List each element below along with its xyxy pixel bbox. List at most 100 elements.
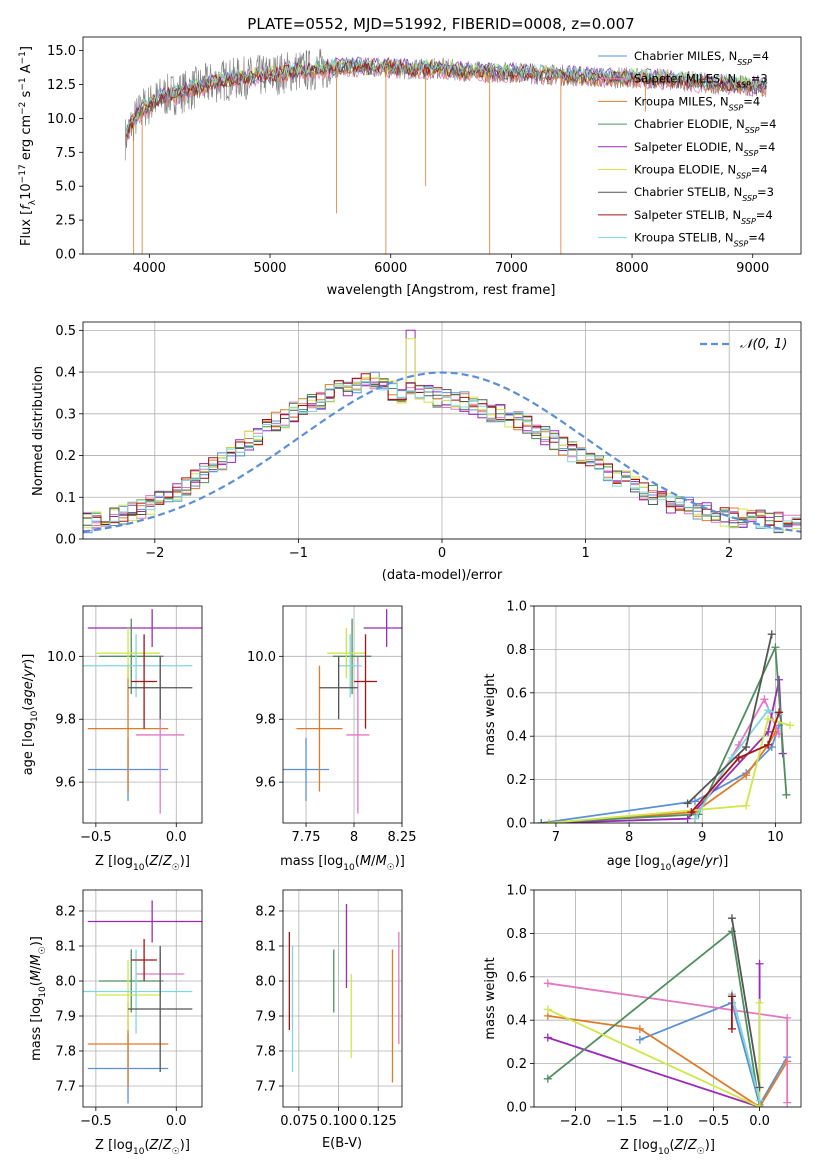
y-tick-label: 5.0	[55, 180, 76, 195]
weight-marker	[775, 708, 784, 717]
axes-frame	[533, 605, 802, 824]
panel-mass_vs_Z: −0.5 0.0 7.7 7.8 7.9 8.0 8.1 8.2 Z [log10(Z/Z☉)]…	[29, 889, 203, 1157]
y-tick-label: 7.8	[55, 1045, 76, 1060]
x-tick-label: 9	[698, 830, 706, 845]
plot-area	[283, 609, 402, 814]
y-tick-label: 7.9	[255, 1010, 276, 1025]
weight-marker	[543, 1033, 552, 1042]
y-tick-label: 0.0	[506, 817, 527, 832]
x-tick-label: 6000	[374, 261, 407, 276]
x-axis-label: mass [log10(M/M☉)]	[280, 854, 405, 873]
x-tick-label: 8	[350, 830, 358, 845]
y-tick-label: 0.4	[55, 366, 76, 381]
x-tick-label: 8	[625, 830, 633, 845]
weight-line-4	[541, 646, 788, 823]
y-tick-label: 10.0	[47, 112, 76, 127]
y-axis-label: mass weight	[483, 673, 498, 755]
weight-marker	[764, 740, 773, 749]
axes-frame	[82, 36, 802, 255]
x-axis-label: Z [log10(Z/Z☉)]	[620, 1138, 715, 1157]
panel-age_vs_mass: 7.75 8 8.25 9.6 9.8 10.0 mass [log10(M/M☉)]	[247, 605, 417, 873]
weight-marker	[771, 643, 780, 652]
panel-mass_vs_ebv: 0.075 0.100 0.125 7.7 7.8 7.9 8.0 8.1 8.2 E(B-V)	[255, 889, 403, 1151]
x-axis-label: age [log10(age/yr)]	[607, 854, 729, 873]
y-tick-label: 7.7	[255, 1080, 276, 1095]
x-axis-label: Z [log10(Z/Z☉)]	[95, 854, 190, 873]
panel-age_vs_Z: −0.5 0.0 9.6 9.8 10.0 Z [log10(Z/Z☉)] age [log…	[21, 605, 203, 873]
weight-marker	[755, 998, 764, 1007]
y-tick-label: 2.5	[55, 214, 76, 229]
panel-weight_vs_Z: −2.0 −1.5 −1.0 −0.5 0.0 0.0 0.2 0.4 0.6 0.8 1.0 Z […	[483, 884, 802, 1157]
weight-line-6	[731, 993, 761, 1101]
x-tick-label: 0.125	[360, 1114, 397, 1129]
weight-line-7	[731, 918, 761, 1088]
x-tick-label: −1.0	[652, 1114, 684, 1129]
y-tick-label: 9.6	[255, 776, 276, 791]
weight-marker	[786, 721, 795, 730]
panel-weight_vs_age: 7 8 9 10 0.0 0.2 0.4 0.6 0.8 1.0 age [log10(age/yr…	[483, 600, 802, 873]
y-tick-label: 0.8	[506, 927, 527, 942]
y-tick-label: 8.0	[255, 975, 276, 990]
x-tick-label: 10	[767, 830, 784, 845]
weight-marker	[687, 808, 696, 817]
weight-marker	[635, 1035, 644, 1044]
y-tick-label: 9.6	[55, 776, 76, 791]
weight-marker	[734, 753, 743, 762]
y-axis-label: Flux [fλ10−17 erg cm−2 s−1 A−1]	[18, 46, 38, 246]
y-axis-label: Normed distribution	[31, 366, 46, 496]
legend: 𝒩(0, 1)	[700, 337, 787, 352]
weight-marker	[683, 814, 692, 823]
axes-frame	[282, 605, 403, 824]
weight-marker	[742, 801, 751, 810]
x-tick-label: 8.25	[388, 830, 417, 845]
weight-marker	[727, 992, 736, 1001]
y-tick-label: 0.0	[55, 533, 76, 548]
y-tick-label: 0.4	[506, 730, 527, 745]
legend-label: Kroupa ELODIE, NSSP=4	[634, 163, 768, 181]
x-tick-label: 0.0	[749, 1114, 770, 1129]
axes-frame	[533, 889, 802, 1108]
y-tick-label: 15.0	[47, 44, 76, 59]
model-spectrum-5	[126, 57, 767, 134]
panel-spectrum: 4000 5000 6000 7000 8000 9000 0.0 2.5 5.0 7.5 10.0…	[18, 15, 802, 298]
y-tick-label: 1.0	[506, 600, 527, 615]
y-tick-label: 0.4	[506, 1014, 527, 1029]
weight-marker	[727, 1024, 736, 1033]
x-tick-label: 9000	[736, 261, 769, 276]
y-tick-label: 0.2	[506, 773, 527, 788]
y-tick-label: 8.0	[55, 975, 76, 990]
weight-marker	[727, 914, 736, 923]
weight-line-1	[547, 1015, 788, 1107]
y-tick-label: 9.8	[255, 713, 276, 728]
x-tick-label: −0.5	[80, 1114, 112, 1129]
y-axis-label: mass [log10(M/M☉)]	[29, 936, 48, 1061]
y-tick-label: 8.1	[55, 940, 76, 955]
plot-area	[288, 904, 400, 1083]
weight-marker	[690, 797, 699, 806]
plot-area	[83, 609, 202, 814]
x-tick-label: −1	[289, 546, 308, 561]
weight-marker	[742, 771, 751, 780]
weight-marker	[544, 819, 553, 823]
x-axis-label: E(B-V)	[322, 1136, 362, 1151]
y-tick-label: 0.6	[506, 686, 527, 701]
weight-marker	[635, 1024, 644, 1033]
y-tick-label: 0.2	[506, 1057, 527, 1072]
weight-marker	[764, 714, 773, 723]
histogram-8	[83, 381, 801, 532]
axes-frame	[82, 321, 802, 540]
legend-label: Salpeter MILES, NSSP=3	[634, 72, 768, 90]
weight-marker	[760, 695, 769, 704]
y-tick-label: 0.3	[55, 407, 76, 422]
y-tick-label: 0.0	[55, 248, 76, 263]
weight-marker	[543, 1074, 552, 1083]
axes-frame	[82, 605, 203, 824]
x-tick-label: 0.100	[320, 1114, 357, 1129]
weight-marker	[755, 1083, 764, 1092]
y-tick-label: 8.2	[255, 905, 276, 920]
model-spectrum-7	[126, 58, 767, 137]
plot-area	[124, 49, 768, 254]
x-tick-label: 0	[438, 546, 446, 561]
weight-marker	[782, 790, 791, 799]
